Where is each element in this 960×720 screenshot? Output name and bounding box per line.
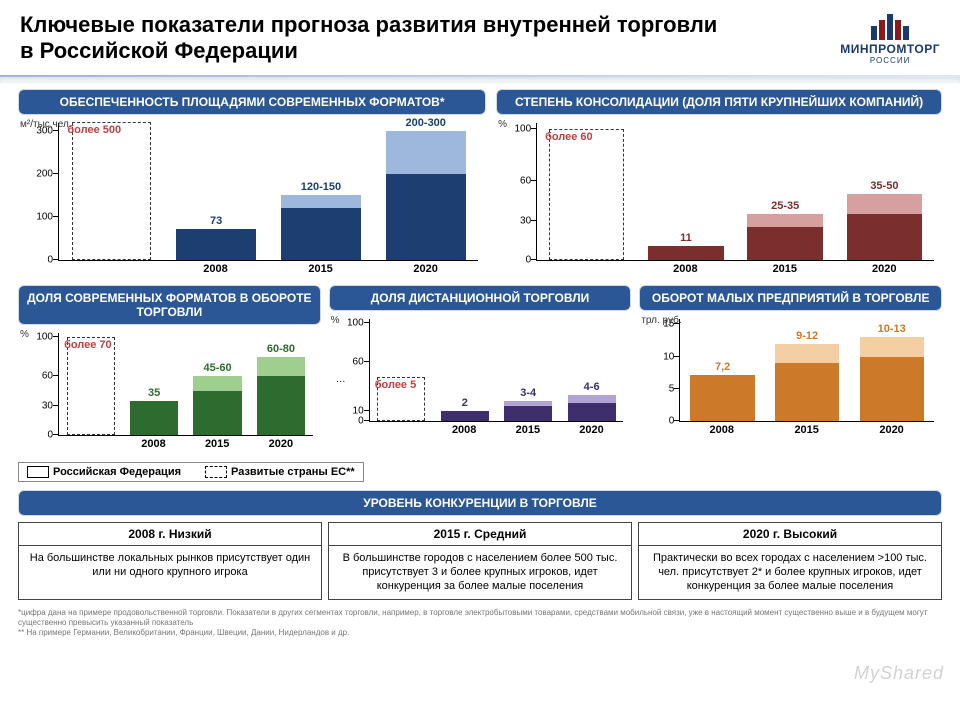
- logo: МИНПРОМТОРГ РОССИИ: [840, 12, 940, 65]
- chart1: 0100200300более 50073120-150200-300м²/ты…: [18, 119, 486, 279]
- competition-table: 2008 г. НизкийНа большинстве локальных р…: [18, 522, 942, 600]
- chart5: 0510157,29-1210-13трл. руб.200820152020: [639, 315, 942, 440]
- chart1-title: ОБЕСПЕЧЕННОСТЬ ПЛОЩАДЯМИ СОВРЕМЕННЫХ ФОР…: [18, 89, 486, 115]
- page-title: Ключевые показатели прогноза развития вн…: [20, 12, 720, 65]
- legend: Российская Федерация Развитые страны ЕС*…: [18, 462, 364, 482]
- chart2: 03060100более 601125-3535-50%20082015202…: [496, 119, 942, 279]
- chart2-title: СТЕПЕНЬ КОНСОЛИДАЦИИ (ДОЛЯ ПЯТИ КРУПНЕЙШ…: [496, 89, 942, 115]
- watermark: MyShared: [854, 663, 944, 684]
- competition-title: УРОВЕНЬ КОНКУРЕНЦИИ В ТОРГОВЛЕ: [18, 490, 942, 516]
- chart3: 03060100более 703545-6060-80%20082015202…: [18, 329, 321, 454]
- chart4-title: ДОЛЯ ДИСТАНЦИОННОЙ ТОРГОВЛИ: [329, 285, 632, 311]
- chart4: 01060100…более 523-44-6%200820152020: [329, 315, 632, 440]
- chart3-title: ДОЛЯ СОВРЕМЕННЫХ ФОРМАТОВ В ОБОРОТЕ ТОРГ…: [18, 285, 321, 325]
- footnotes: *цифра дана на примере продовольственной…: [18, 608, 942, 637]
- chart5-title: ОБОРОТ МАЛЫХ ПРЕДПРИЯТИЙ В ТОРГОВЛЕ: [639, 285, 942, 311]
